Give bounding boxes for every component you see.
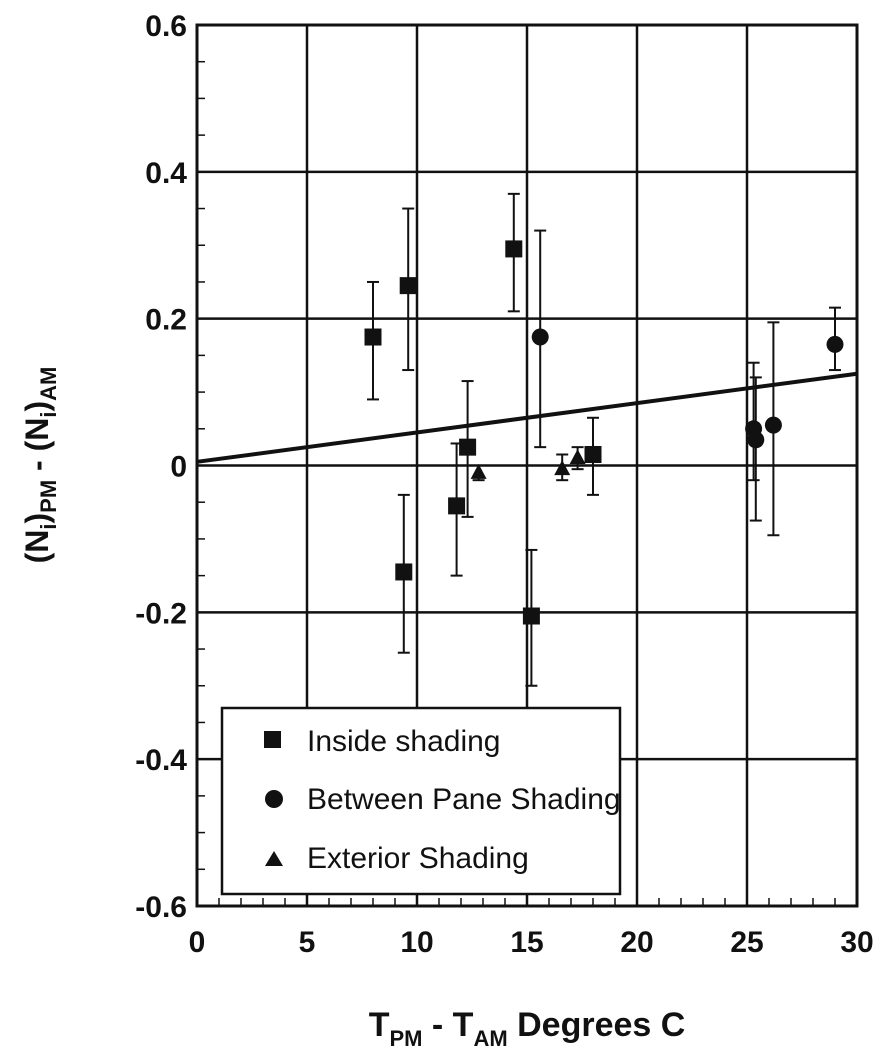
- square-marker: [364, 328, 382, 346]
- trend-line: [196, 371, 858, 464]
- y-tick-labels: -0.6 -0.4 -0.2 0 0.2 0.4 0.6: [135, 10, 187, 924]
- legend-triangle-marker: [265, 851, 283, 866]
- circle-marker: [764, 416, 782, 434]
- circle-marker: [826, 335, 844, 353]
- square-marker: [505, 240, 523, 258]
- x-axis-title: TPM - TAM Degrees C: [369, 1006, 686, 1051]
- y-tick-label: 0.6: [145, 10, 187, 43]
- y-tick-label: -0.6: [135, 891, 187, 924]
- square-marker: [399, 277, 417, 295]
- legend-label-inside-shading: Inside shading: [307, 725, 500, 758]
- x-tick-label: 5: [299, 926, 316, 959]
- circle-marker: [747, 431, 765, 449]
- y-tick-label: 0: [170, 451, 187, 484]
- x-tick-label: 20: [620, 926, 653, 959]
- y-tick-label: 0.2: [145, 304, 187, 337]
- x-tick-label: 10: [400, 926, 433, 959]
- trend-line-group: [196, 371, 858, 464]
- square-marker: [459, 438, 477, 456]
- legend-square-marker: [264, 731, 281, 748]
- minor-ticks: [197, 60, 836, 906]
- triangle-marker: [470, 463, 487, 479]
- y-tick-label: -0.2: [135, 597, 187, 630]
- series-group: [364, 192, 844, 687]
- legend: Inside shading Between Pane Shading Exte…: [220, 706, 622, 896]
- x-tick-label: 0: [189, 926, 206, 959]
- y-tick-label: 0.4: [145, 157, 187, 190]
- x-tick-label: 30: [840, 926, 873, 959]
- triangle-marker: [554, 460, 571, 476]
- legend-box: [220, 706, 622, 896]
- circle-marker: [531, 328, 549, 346]
- square-marker: [522, 607, 540, 625]
- legend-label-between-pane-shading: Between Pane Shading: [307, 783, 621, 816]
- plot-frame: [195, 23, 859, 908]
- legend-label-exterior-shading: Exterior Shading: [307, 842, 529, 875]
- square-marker: [448, 497, 466, 515]
- grid: [197, 25, 857, 906]
- y-axis-title: (Ni)PM - (Ni)AM: [19, 367, 61, 564]
- x-tick-labels: 0 5 10 15 20 25 30: [189, 926, 874, 959]
- triangle-marker: [569, 449, 586, 465]
- x-tick-label: 25: [730, 926, 763, 959]
- y-tick-label: -0.4: [135, 744, 187, 777]
- square-marker: [395, 563, 413, 581]
- square-marker: [584, 445, 602, 463]
- legend-circle-marker: [265, 790, 283, 808]
- x-tick-label: 15: [510, 926, 543, 959]
